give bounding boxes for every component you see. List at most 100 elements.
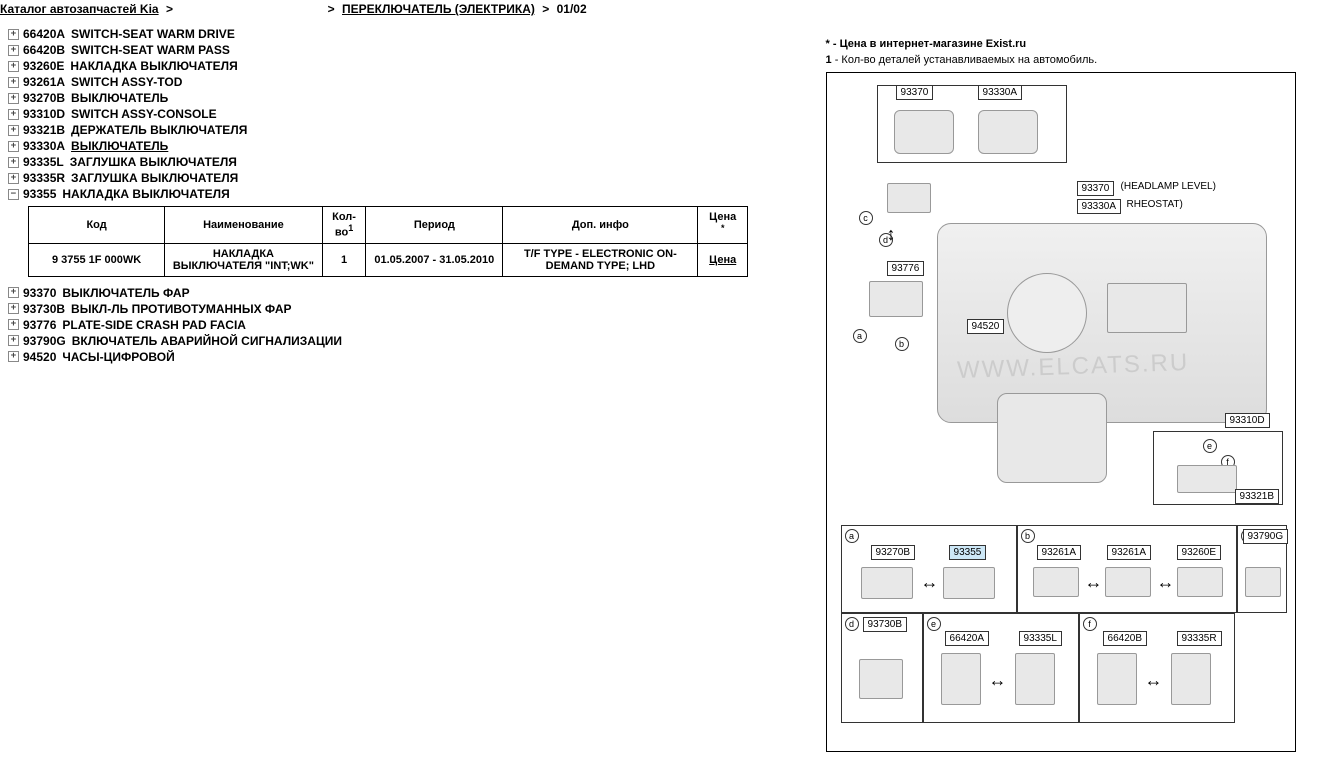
swap-arrow-icon: ↔ (921, 573, 939, 591)
expand-icon[interactable]: + (8, 109, 19, 120)
diagram-label: 93776 (887, 261, 925, 276)
collapse-icon[interactable]: − (8, 189, 19, 200)
diagram-center (1107, 283, 1187, 333)
expand-icon[interactable]: + (8, 93, 19, 104)
part-row[interactable]: +94520 ЧАСЫ-ЦИФРОВОЙ (8, 349, 826, 365)
diagram-label: 93261A (1107, 545, 1151, 560)
expand-icon[interactable]: + (8, 157, 19, 168)
part-name: ВЫКЛЮЧАТЕЛЬ (71, 91, 168, 105)
expand-icon[interactable]: + (8, 29, 19, 40)
part-code: 66420B (23, 43, 65, 57)
part-code: 93370 (23, 286, 56, 300)
td-info: T/F TYPE - ELECTRONIC ON-DEMAND TYPE; LH… (503, 243, 698, 276)
diagram-circle: f (1083, 617, 1097, 631)
diagram-text: (HEADLAMP LEVEL) (1121, 181, 1216, 192)
part-row[interactable]: +93261ASWITCH ASSY-TOD (8, 74, 826, 90)
th-info: Доп. инфо (503, 207, 698, 244)
diagram-circle-e: e (1203, 439, 1217, 453)
price-link[interactable]: Цена (709, 254, 736, 266)
part-code: 66420A (23, 27, 65, 41)
expand-icon[interactable]: + (8, 303, 19, 314)
part-code: 93790G (23, 334, 66, 348)
expand-icon[interactable]: + (8, 141, 19, 152)
diagram-label: 93260E (1177, 545, 1221, 560)
diagram-label: 93370 (1077, 181, 1115, 196)
diagram-label: 93330A (978, 85, 1022, 100)
part-name: SWITCH-SEAT WARM PASS (71, 43, 230, 57)
part-row[interactable]: +93790G ВКЛЮЧАТЕЛЬ АВАРИЙНОЙ СИГНАЛИЗАЦИИ (8, 333, 826, 349)
note-star: * - Цена в интернет-магазине Exist.ru (826, 38, 1027, 50)
diagram-part-icon (978, 110, 1038, 154)
note-one: - Кол-во деталей устанавливаемых на авто… (835, 54, 1098, 66)
part-row[interactable]: +93310DSWITCH ASSY-CONSOLE (8, 106, 826, 122)
diagram-label: 66420B (1103, 631, 1147, 646)
expand-icon[interactable]: + (8, 173, 19, 184)
expand-icon[interactable]: + (8, 351, 19, 362)
diagram-label: 93730B (863, 617, 907, 632)
expand-icon[interactable]: + (8, 319, 19, 330)
part-name: ВЫКЛ-ЛЬ ПРОТИВОТУМАННЫХ ФАР (71, 302, 291, 316)
part-name: НАКЛАДКА ВЫКЛЮЧАТЕЛЯ (70, 59, 237, 73)
parts-diagram[interactable]: 93370 93330A 93370 (HEADLAMP LEVEL) 9333… (826, 72, 1296, 752)
diagram-label: 93335L (1019, 631, 1062, 646)
diagram-part-icon (1033, 567, 1079, 597)
expand-icon[interactable]: + (8, 125, 19, 136)
part-row[interactable]: +93270B ВЫКЛЮЧАТЕЛЬ (8, 90, 826, 106)
part-row[interactable]: +93730B ВЫКЛ-ЛЬ ПРОТИВОТУМАННЫХ ФАР (8, 301, 826, 317)
part-code: 93355 (23, 187, 56, 201)
part-row[interactable]: +93370 ВЫКЛЮЧАТЕЛЬ ФАР (8, 285, 826, 301)
expand-icon[interactable]: + (8, 77, 19, 88)
th-code: Код (29, 207, 165, 244)
diagram-circle: b (1021, 529, 1035, 543)
diagram-circle: d (845, 617, 859, 631)
part-row[interactable]: +93335RЗАГЛУШКА ВЫКЛЮЧАТЕЛЯ (8, 170, 826, 186)
diagram-part-icon (861, 567, 913, 599)
part-name: ВЫКЛЮЧАТЕЛЬ ФАР (62, 286, 189, 300)
part-name: ВКЛЮЧАТЕЛЬ АВАРИЙНОЙ СИГНАЛИЗАЦИИ (72, 334, 342, 348)
diagram-label: 93310D (1225, 413, 1270, 428)
swap-arrow-icon: ↔ (1157, 573, 1175, 591)
td-code: 9 3755 1F 000WK (29, 243, 165, 276)
part-row[interactable]: +93776PLATE-SIDE CRASH PAD FACIA (8, 317, 826, 333)
breadcrumb-root[interactable]: Каталог автозапчастей Kia (0, 2, 159, 16)
parts-list-panel: +66420ASWITCH-SEAT WARM DRIVE+66420BSWIT… (8, 26, 826, 752)
breadcrumb-section[interactable]: ПЕРЕКЛЮЧАТЕЛЬ (ЭЛЕКТРИКА) (342, 2, 535, 16)
part-code: 94520 (23, 350, 56, 364)
diagram-circle-b: b (895, 337, 909, 351)
diagram-label: 93330A (1077, 199, 1121, 214)
diagram-label-highlight: 93355 (949, 545, 987, 560)
diagram-circle: e (927, 617, 941, 631)
part-code: 93310D (23, 107, 65, 121)
expand-icon[interactable]: + (8, 61, 19, 72)
part-row[interactable]: +66420B SWITCH-SEAT WARM PASS (8, 42, 826, 58)
part-row[interactable]: +93321BДЕРЖАТЕЛЬ ВЫКЛЮЧАТЕЛЯ (8, 122, 826, 138)
part-code: 93730B (23, 302, 65, 316)
part-row[interactable]: +93260E НАКЛАДКА ВЫКЛЮЧАТЕЛЯ (8, 58, 826, 74)
diagram-circle: a (845, 529, 859, 543)
part-code: 93776 (23, 318, 56, 332)
part-row[interactable]: +66420ASWITCH-SEAT WARM DRIVE (8, 26, 826, 42)
part-code: 93260E (23, 59, 64, 73)
th-period: Период (366, 207, 503, 244)
part-row[interactable]: +93335LЗАГЛУШКА ВЫКЛЮЧАТЕЛЯ (8, 154, 826, 170)
part-row[interactable]: +93330AВЫКЛЮЧАТЕЛЬ (8, 138, 826, 154)
expand-icon[interactable]: + (8, 287, 19, 298)
swap-arrow-icon: ↔ (1085, 573, 1103, 591)
part-name: ЧАСЫ-ЦИФРОВОЙ (62, 350, 174, 364)
diagram-part-icon (1015, 653, 1055, 705)
part-code: 93270B (23, 91, 65, 105)
td-name: НАКЛАДКА ВЫКЛЮЧАТЕЛЯ "INT;WK" (165, 243, 323, 276)
diagram-part-icon (1177, 567, 1223, 597)
breadcrumb-sep: > (166, 2, 173, 16)
breadcrumb-page: 01/02 (557, 2, 587, 16)
td-period: 01.05.2007 - 31.05.2010 (366, 243, 503, 276)
part-code: 93330A (23, 139, 65, 153)
part-code: 93335R (23, 171, 65, 185)
diagram-circle-c: c (859, 211, 873, 225)
expand-icon[interactable]: + (8, 45, 19, 56)
diagram-label: 66420A (945, 631, 989, 646)
diagram-label: 93321B (1235, 489, 1279, 504)
part-row-expanded[interactable]: − 93355 НАКЛАДКА ВЫКЛЮЧАТЕЛЯ (8, 186, 826, 202)
expand-icon[interactable]: + (8, 335, 19, 346)
part-name: ЗАГЛУШКА ВЫКЛЮЧАТЕЛЯ (70, 155, 237, 169)
